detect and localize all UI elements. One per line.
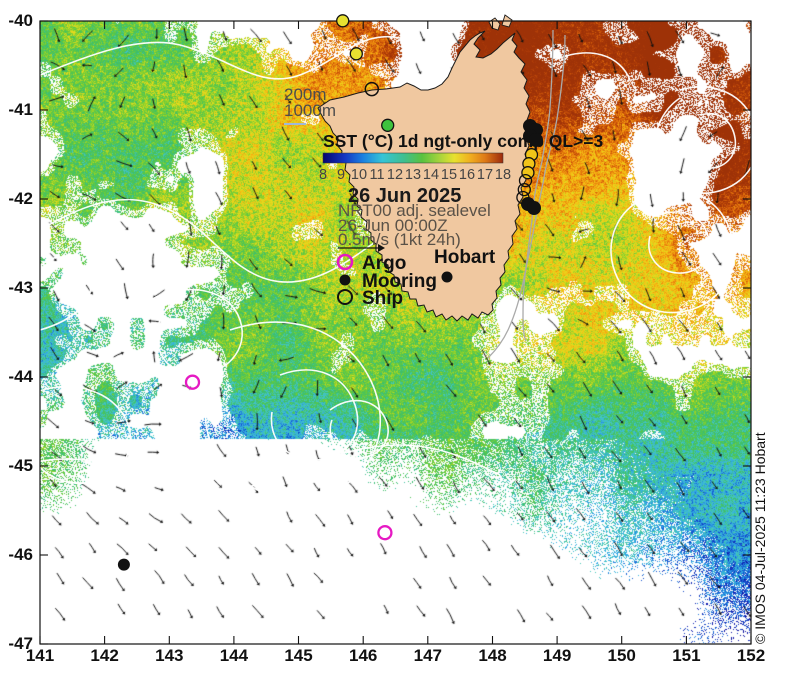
svg-text:-45: -45 — [8, 456, 33, 475]
svg-text:149: 149 — [543, 646, 571, 665]
svg-text:SST (°C) 1d ngt-only comp QL>=: SST (°C) 1d ngt-only comp QL>=3 — [323, 131, 603, 151]
svg-text:1000m: 1000m — [284, 101, 336, 120]
svg-text:145: 145 — [284, 646, 312, 665]
svg-text:18: 18 — [495, 167, 511, 183]
svg-text:13: 13 — [405, 167, 421, 183]
svg-text:© IMOS 04-Jul-2025 11:23 Hobar: © IMOS 04-Jul-2025 11:23 Hobart — [752, 432, 768, 644]
svg-text:-43: -43 — [8, 278, 33, 297]
svg-text:-42: -42 — [8, 189, 33, 208]
svg-text:-41: -41 — [8, 100, 33, 119]
svg-text:-44: -44 — [8, 367, 33, 386]
svg-text:-47: -47 — [8, 634, 33, 653]
svg-text:8: 8 — [319, 167, 327, 183]
svg-text:151: 151 — [672, 646, 700, 665]
svg-text:-46: -46 — [8, 545, 33, 564]
svg-text:12: 12 — [387, 167, 403, 183]
svg-text:9: 9 — [337, 167, 345, 183]
svg-text:14: 14 — [423, 167, 439, 183]
svg-text:Hobart: Hobart — [434, 247, 496, 268]
svg-text:17: 17 — [477, 167, 493, 183]
svg-text:10: 10 — [351, 167, 367, 183]
svg-text:16: 16 — [459, 167, 475, 183]
svg-text:146: 146 — [349, 646, 377, 665]
svg-text:150: 150 — [608, 646, 636, 665]
svg-text:143: 143 — [155, 646, 183, 665]
svg-text:11: 11 — [369, 167, 384, 183]
svg-text:152: 152 — [737, 646, 765, 665]
svg-text:148: 148 — [478, 646, 506, 665]
svg-text:15: 15 — [441, 167, 457, 183]
svg-text:142: 142 — [90, 646, 118, 665]
svg-text:147: 147 — [414, 646, 442, 665]
svg-text:144: 144 — [220, 646, 249, 665]
svg-text:Ship: Ship — [362, 288, 403, 309]
svg-text:-40: -40 — [8, 11, 33, 30]
